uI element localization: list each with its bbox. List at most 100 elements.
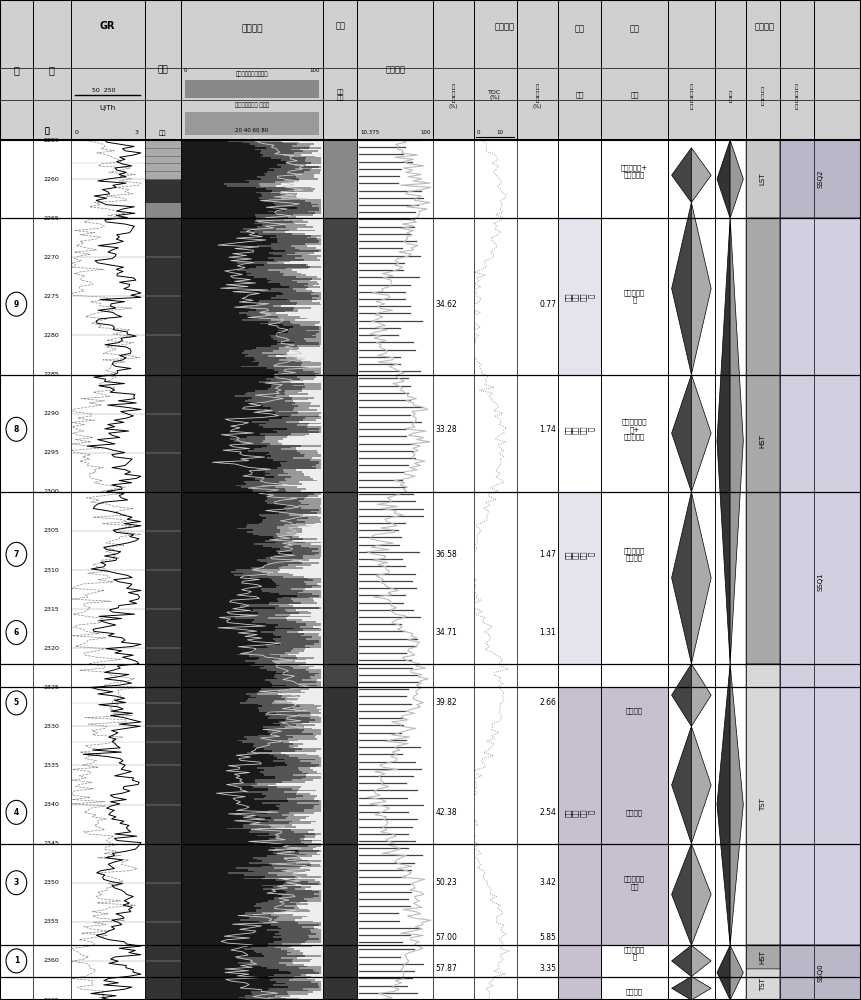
Bar: [271, 319, 294, 321]
Bar: [256, 304, 296, 305]
Bar: [321, 623, 323, 624]
Bar: [294, 750, 316, 752]
Bar: [246, 700, 274, 702]
Bar: [297, 450, 317, 452]
Bar: [294, 948, 323, 950]
Bar: [299, 664, 323, 666]
Bar: [746, 664, 780, 945]
Bar: [247, 752, 257, 754]
Bar: [181, 714, 264, 716]
Bar: [323, 687, 357, 1000]
Bar: [274, 733, 313, 735]
Bar: [306, 288, 323, 290]
Bar: [280, 655, 296, 657]
Bar: [269, 681, 316, 683]
Bar: [233, 785, 251, 786]
Text: 34.71: 34.71: [435, 628, 457, 637]
Bar: [319, 764, 321, 766]
Bar: [306, 648, 323, 650]
Bar: [321, 686, 323, 688]
Bar: [181, 604, 248, 605]
Text: 三
级
层
序: 三 级 层 序: [796, 84, 798, 110]
Bar: [321, 941, 323, 943]
Bar: [181, 629, 276, 631]
Bar: [245, 355, 268, 357]
Text: 碳质页岩: 碳质页岩: [626, 707, 643, 714]
Bar: [280, 548, 318, 550]
Bar: [280, 531, 301, 533]
Bar: [321, 581, 323, 583]
Bar: [321, 266, 323, 268]
Bar: [181, 635, 276, 636]
Bar: [311, 543, 323, 545]
Bar: [181, 766, 276, 767]
Bar: [558, 140, 601, 1000]
Bar: [280, 271, 297, 273]
Bar: [244, 481, 279, 483]
Bar: [299, 347, 323, 349]
Bar: [260, 667, 293, 669]
Bar: [270, 157, 306, 159]
Polygon shape: [672, 945, 691, 977]
Bar: [321, 764, 323, 766]
Bar: [268, 785, 323, 786]
Bar: [306, 164, 323, 166]
Bar: [289, 755, 319, 757]
Bar: [257, 835, 304, 836]
Bar: [285, 390, 302, 392]
Bar: [306, 330, 321, 331]
Bar: [264, 174, 295, 176]
Text: 2330: 2330: [44, 724, 59, 729]
Bar: [181, 776, 275, 778]
Bar: [321, 578, 323, 579]
Bar: [321, 597, 323, 598]
Bar: [278, 371, 314, 373]
Bar: [181, 211, 269, 212]
Bar: [181, 538, 275, 540]
Bar: [288, 286, 308, 288]
Bar: [181, 316, 251, 318]
Bar: [290, 245, 307, 247]
Bar: [269, 257, 294, 259]
Bar: [288, 254, 309, 255]
Bar: [321, 731, 323, 733]
Bar: [295, 276, 317, 278]
Bar: [285, 400, 293, 402]
Bar: [321, 840, 323, 841]
Bar: [295, 361, 311, 362]
Bar: [319, 864, 323, 866]
Bar: [316, 467, 321, 469]
Bar: [258, 302, 297, 304]
Bar: [312, 855, 323, 857]
Bar: [181, 726, 263, 728]
Bar: [270, 218, 301, 219]
Bar: [297, 357, 323, 359]
Bar: [294, 831, 308, 833]
Bar: [181, 881, 284, 883]
Bar: [293, 574, 323, 576]
Bar: [257, 659, 279, 660]
Bar: [321, 988, 323, 990]
Bar: [181, 962, 238, 964]
Bar: [276, 981, 311, 983]
Bar: [181, 743, 254, 745]
Bar: [273, 305, 282, 307]
Bar: [289, 573, 323, 574]
Bar: [321, 250, 323, 252]
Bar: [298, 850, 319, 852]
Bar: [181, 535, 259, 536]
Bar: [181, 445, 267, 447]
Bar: [273, 459, 309, 461]
Bar: [288, 435, 305, 436]
Text: 2305: 2305: [44, 528, 59, 533]
Bar: [307, 940, 321, 941]
Bar: [321, 459, 323, 461]
Bar: [307, 399, 323, 400]
Bar: [276, 879, 295, 881]
Bar: [321, 590, 323, 592]
Text: 2325: 2325: [44, 685, 59, 690]
Bar: [296, 304, 321, 305]
Polygon shape: [691, 375, 711, 492]
Bar: [261, 442, 279, 443]
Bar: [263, 231, 285, 233]
